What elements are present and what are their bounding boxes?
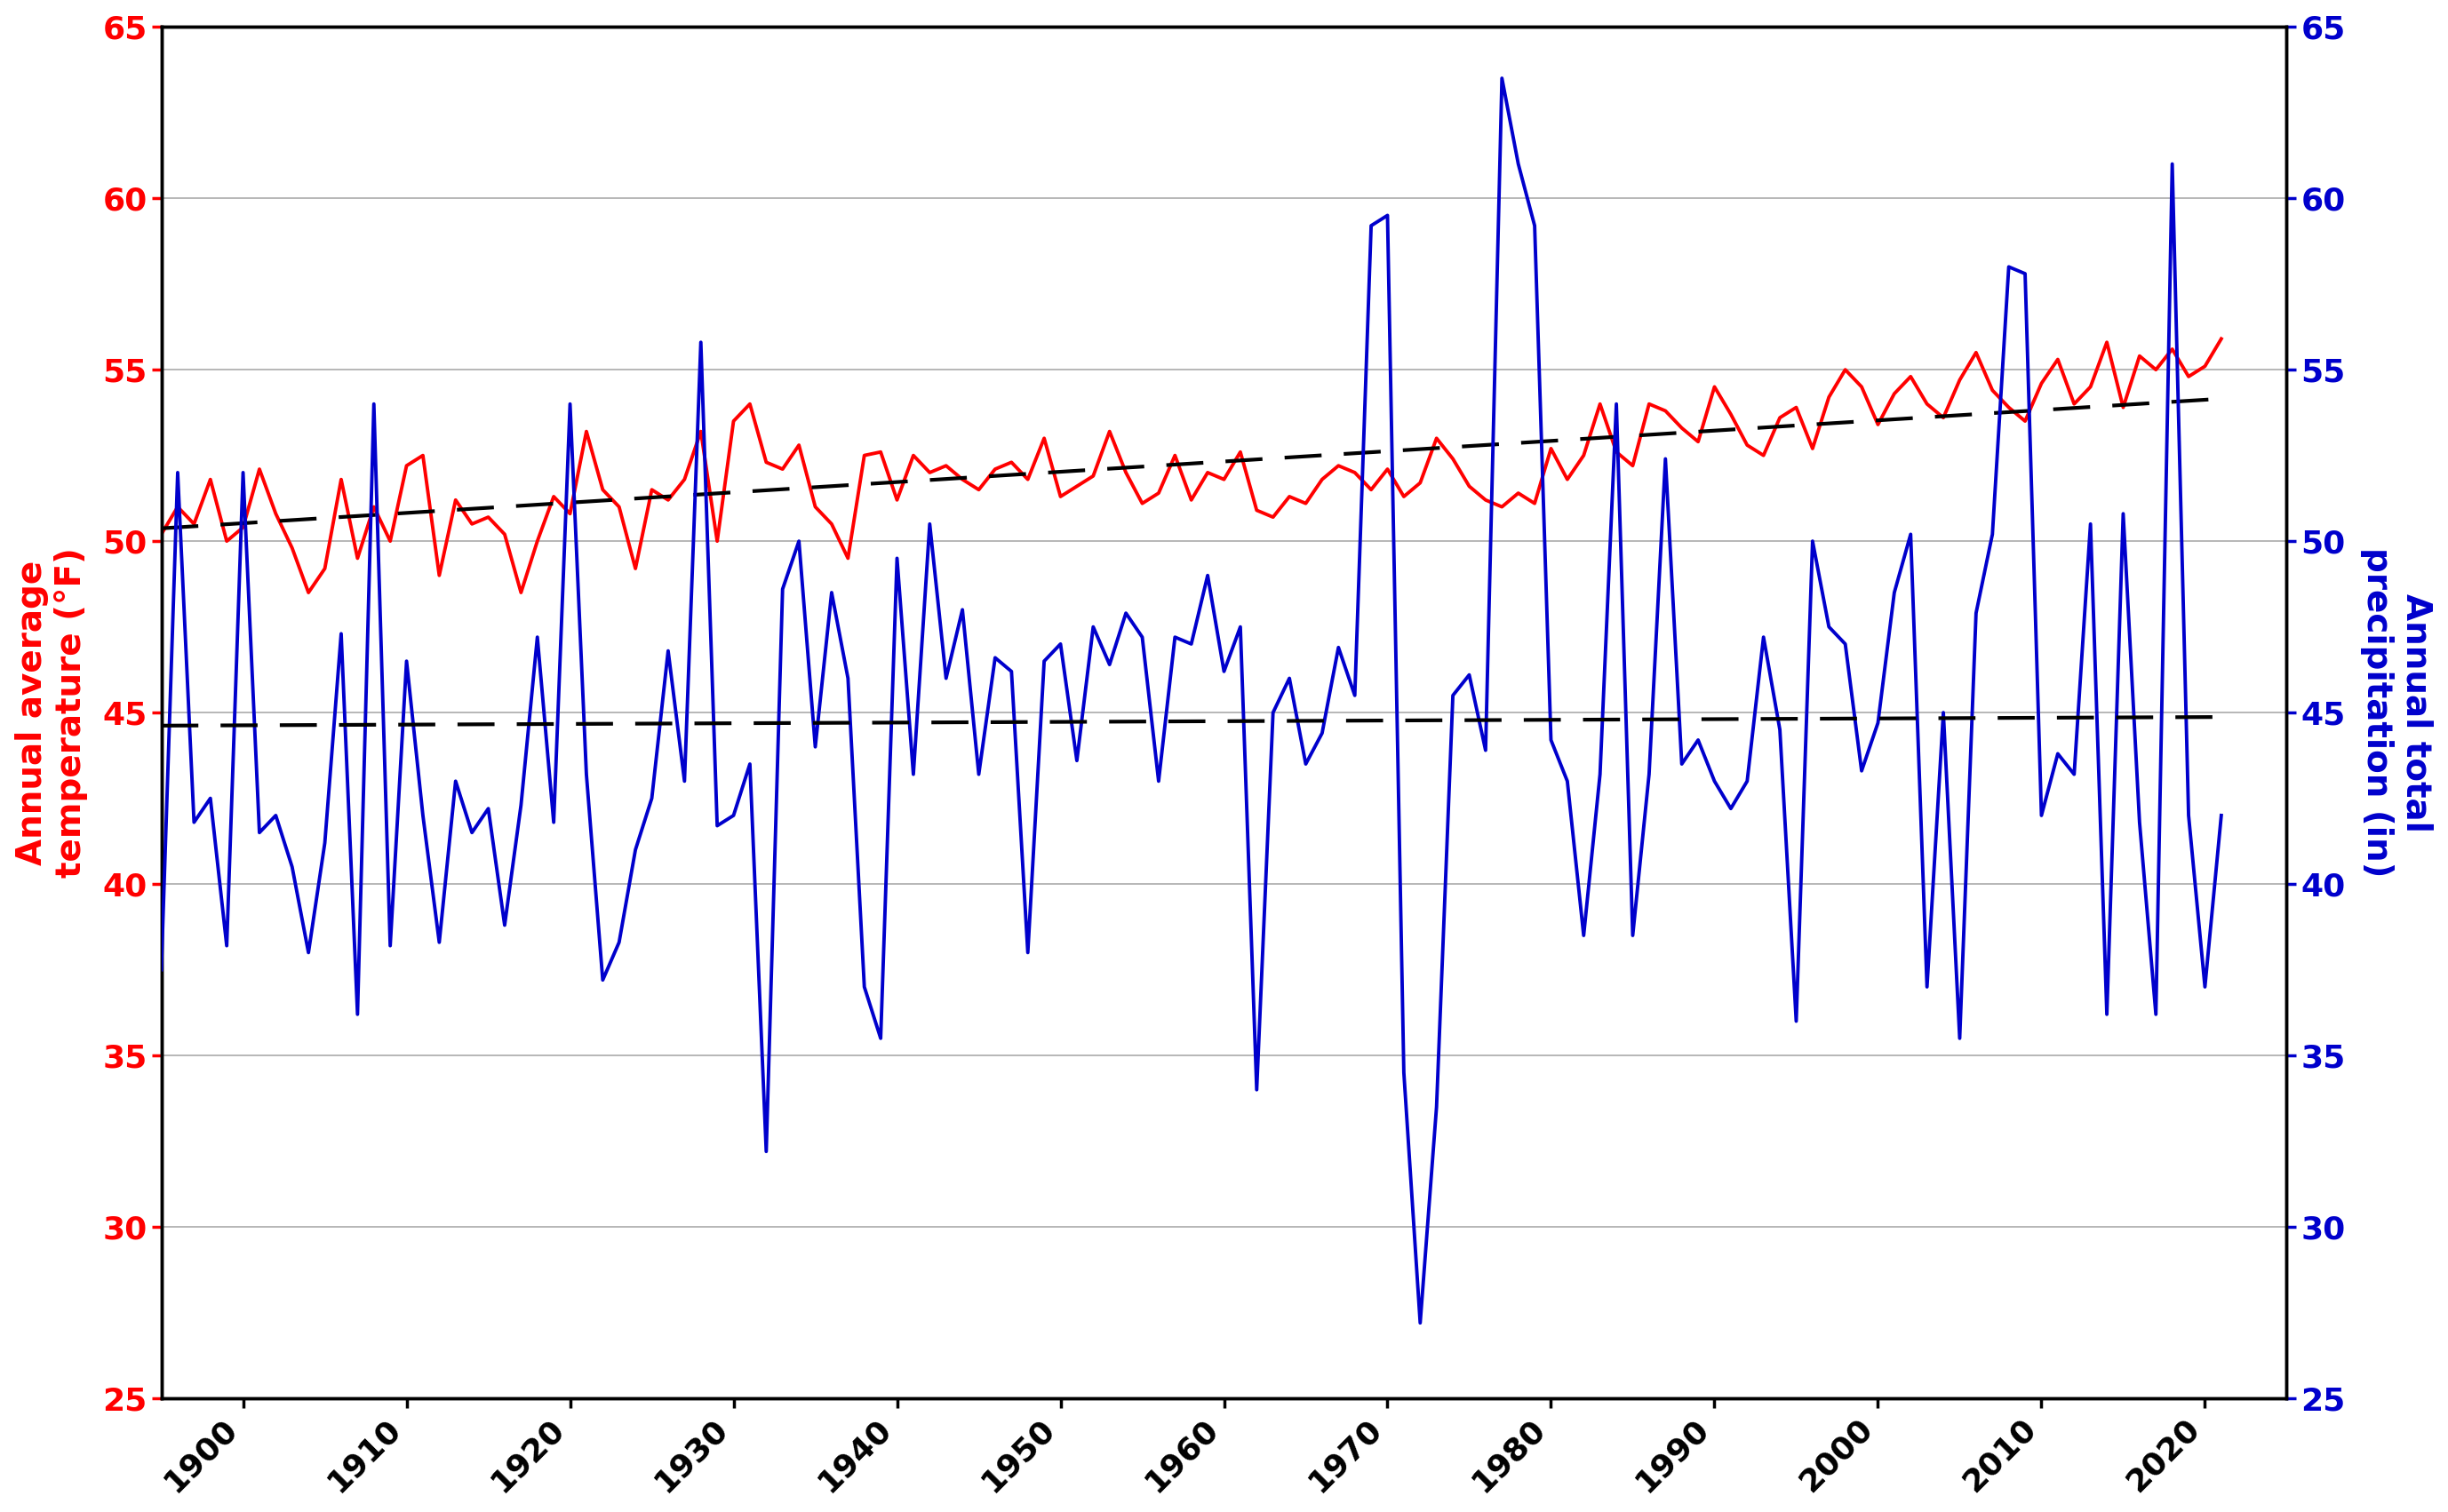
Y-axis label: Annual average
temperature (°F): Annual average temperature (°F)	[15, 547, 88, 878]
Y-axis label: Annual total
precipitation (in): Annual total precipitation (in)	[2360, 547, 2433, 877]
